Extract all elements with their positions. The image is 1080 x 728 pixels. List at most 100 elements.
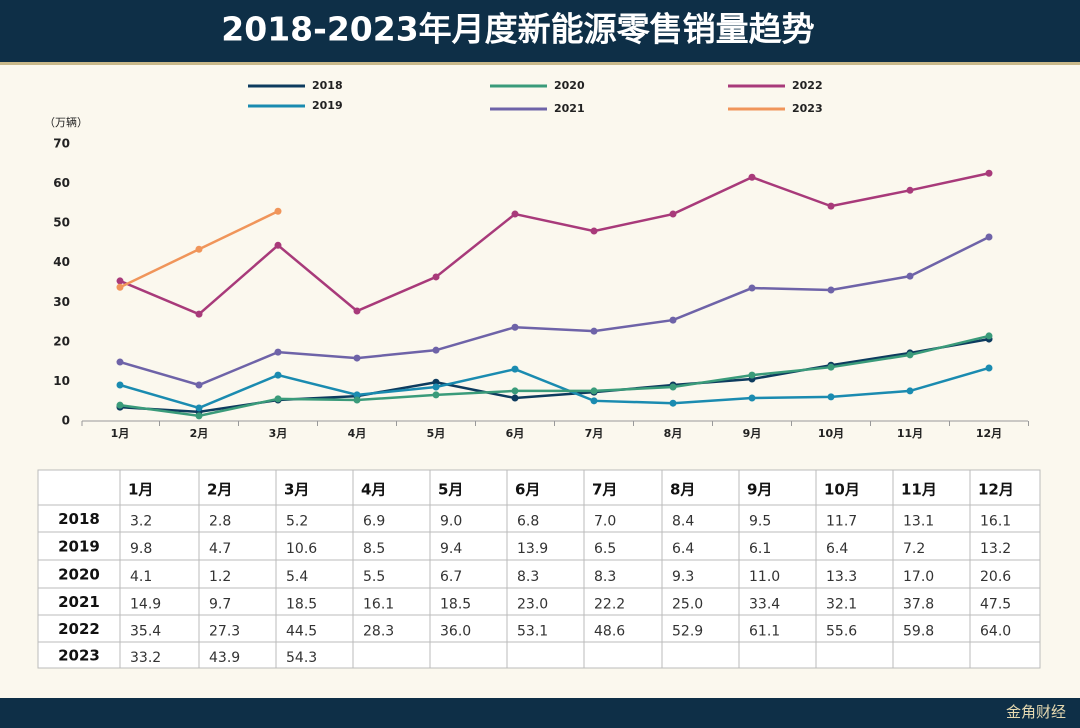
y-tick-label: 20 xyxy=(53,334,70,348)
table-cell: 5.5 xyxy=(363,569,385,585)
table-cell: 6.9 xyxy=(363,514,385,530)
data-point xyxy=(590,397,598,405)
legend-label: 2019 xyxy=(312,99,343,112)
table-cell: 1.2 xyxy=(209,569,231,585)
data-point xyxy=(669,316,677,324)
legend-label: 2023 xyxy=(792,102,823,115)
table-cell: 32.1 xyxy=(826,597,857,613)
table-cell: 54.3 xyxy=(286,650,317,666)
series-line xyxy=(119,172,990,316)
x-tick-label: 11月 xyxy=(897,427,923,440)
data-point xyxy=(511,365,519,373)
data-point xyxy=(985,233,993,241)
table-cell: 44.5 xyxy=(286,624,317,640)
data-point xyxy=(669,399,677,407)
table-header: 11月 xyxy=(901,481,937,499)
x-tick-label: 3月 xyxy=(269,427,288,440)
data-point xyxy=(195,404,203,412)
table-header: 4月 xyxy=(361,481,386,499)
table-cell: 16.1 xyxy=(980,514,1011,530)
data-point xyxy=(511,323,519,331)
series-line xyxy=(119,235,990,387)
x-tick-label: 8月 xyxy=(664,427,683,440)
table-cell: 53.1 xyxy=(517,624,548,640)
data-point xyxy=(985,169,993,177)
table-cell: 23.0 xyxy=(517,597,548,613)
table-cell: 6.4 xyxy=(826,541,848,557)
data-point xyxy=(116,401,124,409)
data-point xyxy=(432,346,440,354)
y-tick-label: 0 xyxy=(62,414,70,428)
table-cell: 8.3 xyxy=(594,569,616,585)
chart-title: 2018-2023年月度新能源零售销量趋势 xyxy=(221,10,814,49)
table-cell: 61.1 xyxy=(749,624,780,640)
data-point xyxy=(432,273,440,281)
data-point xyxy=(432,391,440,399)
table-cell: 13.9 xyxy=(517,541,548,557)
data-point xyxy=(274,348,282,356)
x-tick-label: 5月 xyxy=(427,427,446,440)
table-cell: 9.3 xyxy=(672,569,694,585)
table-cell: 7.0 xyxy=(594,514,616,530)
data-point xyxy=(985,332,993,340)
table-cell: 13.1 xyxy=(903,514,934,530)
data-point xyxy=(116,358,124,366)
series-line xyxy=(119,337,990,414)
data-point xyxy=(748,394,756,402)
x-tick-label: 12月 xyxy=(976,427,1002,440)
data-point xyxy=(195,412,203,420)
table-cell: 9.0 xyxy=(440,514,462,530)
y-tick-label: 40 xyxy=(53,255,70,269)
data-point xyxy=(511,387,519,395)
table-cell: 2.8 xyxy=(209,514,231,530)
data-point xyxy=(906,272,914,280)
table-cell: 6.8 xyxy=(517,514,539,530)
table-row-label: 2020 xyxy=(58,566,100,584)
data-point xyxy=(906,351,914,359)
y-tick-label: 30 xyxy=(53,295,70,309)
x-tick-label: 9月 xyxy=(743,427,762,440)
table-cell: 59.8 xyxy=(903,624,934,640)
data-point xyxy=(353,396,361,404)
data-point xyxy=(116,277,124,285)
table-row-label: 2022 xyxy=(58,620,100,638)
table-header: 12月 xyxy=(978,481,1014,499)
x-tick-label: 2月 xyxy=(190,427,209,440)
series-line xyxy=(119,366,990,410)
table-cell: 9.8 xyxy=(130,541,152,557)
table-cell: 27.3 xyxy=(209,624,240,640)
legend-label: 2021 xyxy=(554,102,585,115)
data-point xyxy=(274,371,282,379)
table-cell: 9.7 xyxy=(209,597,231,613)
x-tick-label: 7月 xyxy=(585,427,604,440)
legend-label: 2020 xyxy=(554,79,585,92)
table-row-label: 2023 xyxy=(58,647,100,665)
table-cell: 43.9 xyxy=(209,650,240,666)
table-cell: 11.0 xyxy=(749,569,780,585)
table-cell: 8.4 xyxy=(672,514,694,530)
y-tick-label: 70 xyxy=(53,137,70,151)
data-point xyxy=(748,173,756,181)
table-cell: 18.5 xyxy=(286,597,317,613)
data-point xyxy=(827,393,835,401)
table-cell: 28.3 xyxy=(363,624,394,640)
x-tick-label: 6月 xyxy=(506,427,525,440)
data-point xyxy=(590,387,598,395)
table-cell: 18.5 xyxy=(440,597,471,613)
table-cell: 52.9 xyxy=(672,624,703,640)
data-point xyxy=(195,381,203,389)
header-band xyxy=(0,0,1080,62)
table-cell: 4.7 xyxy=(209,541,231,557)
data-point xyxy=(748,371,756,379)
table-row-label: 2019 xyxy=(58,538,100,556)
table-cell: 33.2 xyxy=(130,650,161,666)
table-cell: 3.2 xyxy=(130,514,152,530)
data-point xyxy=(827,202,835,210)
table-cell: 13.2 xyxy=(980,541,1011,557)
data-point xyxy=(590,227,598,235)
y-tick-label: 10 xyxy=(53,374,70,388)
x-tick-label: 10月 xyxy=(818,427,844,440)
y-tick-label: 50 xyxy=(53,216,70,230)
table-cell: 64.0 xyxy=(980,624,1011,640)
